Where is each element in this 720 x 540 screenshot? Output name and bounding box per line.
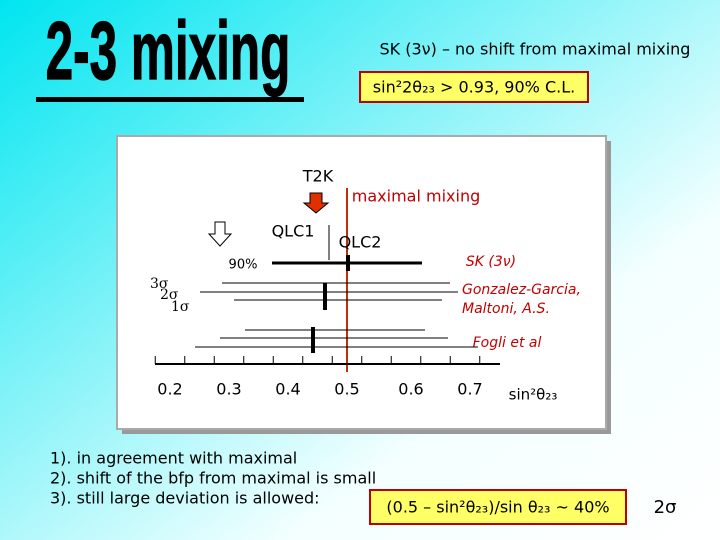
qlc2: QLC2 <box>339 233 382 252</box>
tick-label: 0.4 <box>275 380 300 399</box>
note: 1). in agreement with maximal <box>50 449 297 468</box>
gg-label: Maltoni, A.S. <box>462 301 550 317</box>
ticks: 0.2 0.3 0.4 0.5 0.6 0.7 <box>154 356 483 399</box>
qlc1: QLC1 <box>272 222 315 241</box>
sk-label: SK (3ν) <box>466 254 516 270</box>
tick-label: 0.7 <box>457 380 482 399</box>
tick-label: 0.6 <box>398 380 423 399</box>
box1: SK (3ν) – no shift from maximal mixing <box>380 40 691 59</box>
t2k-arrow <box>302 192 330 214</box>
fogli-label: Fogli et al <box>473 335 542 351</box>
formula-bg <box>369 489 627 525</box>
title-underline <box>36 97 304 102</box>
formula: (0.5 – sin²θ₂₃)/sin θ₂₃ ~ 40% <box>386 498 609 517</box>
gg-label: Gonzalez-Garcia, <box>462 282 581 298</box>
sigma1: 1σ <box>171 299 190 315</box>
box2: sin²2θ₂₃ > 0.93, 90% C.L. <box>373 78 575 97</box>
sigma2: 2σ <box>160 287 179 303</box>
sigma3: 3σ <box>150 276 169 292</box>
cl90: 90% <box>229 258 258 273</box>
t2k: T2K <box>302 167 334 186</box>
sigma-note: 2σ <box>654 497 677 518</box>
title: 2-3 mixing <box>46 5 291 97</box>
note: 2). shift of the bfp from maximal is sma… <box>50 469 376 488</box>
note: 3). still large deviation is allowed: <box>50 489 320 508</box>
axis-label: sin²θ₂₃ <box>509 386 558 404</box>
box2-bg <box>359 71 589 103</box>
tick-label: 0.5 <box>334 380 359 399</box>
tick-label: 0.2 <box>157 380 182 399</box>
tick-label: 0.3 <box>216 380 241 399</box>
outline-arrow <box>207 221 233 247</box>
maximal-label: maximal mixing <box>352 187 480 206</box>
